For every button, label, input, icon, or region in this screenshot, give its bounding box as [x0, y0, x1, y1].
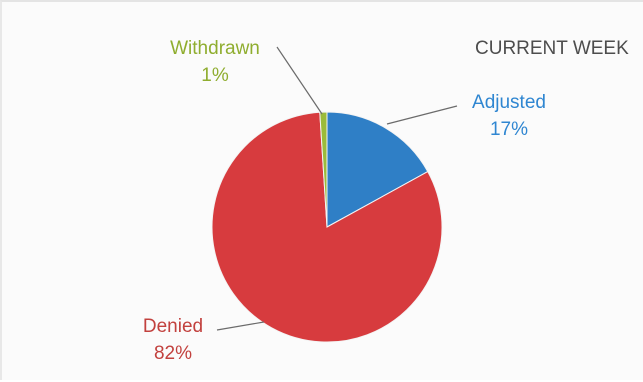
leader-line-denied [216, 321, 265, 331]
data-label-name-adjusted: Adjusted [472, 92, 546, 113]
data-label-value-denied: 82% [154, 343, 192, 364]
pie-slice-denied [211, 111, 443, 343]
data-label-value-withdrawn: 1% [201, 65, 229, 86]
leader-lines [216, 46, 458, 331]
data-label-value-adjusted: 17% [490, 119, 528, 140]
pie-slice-adjusted [326, 111, 429, 228]
leader-line-adjusted [386, 105, 458, 125]
chart-title: CURRENT WEEK [475, 38, 629, 59]
leader-line-withdrawn [276, 46, 323, 115]
pie-slice-withdrawn [319, 111, 328, 228]
pie-slices [211, 111, 443, 343]
data-labels: Adjusted 17% Denied 82% Withdrawn 1% [143, 38, 546, 364]
data-label-name-withdrawn: Withdrawn [170, 38, 260, 59]
data-label-name-denied: Denied [143, 316, 203, 337]
